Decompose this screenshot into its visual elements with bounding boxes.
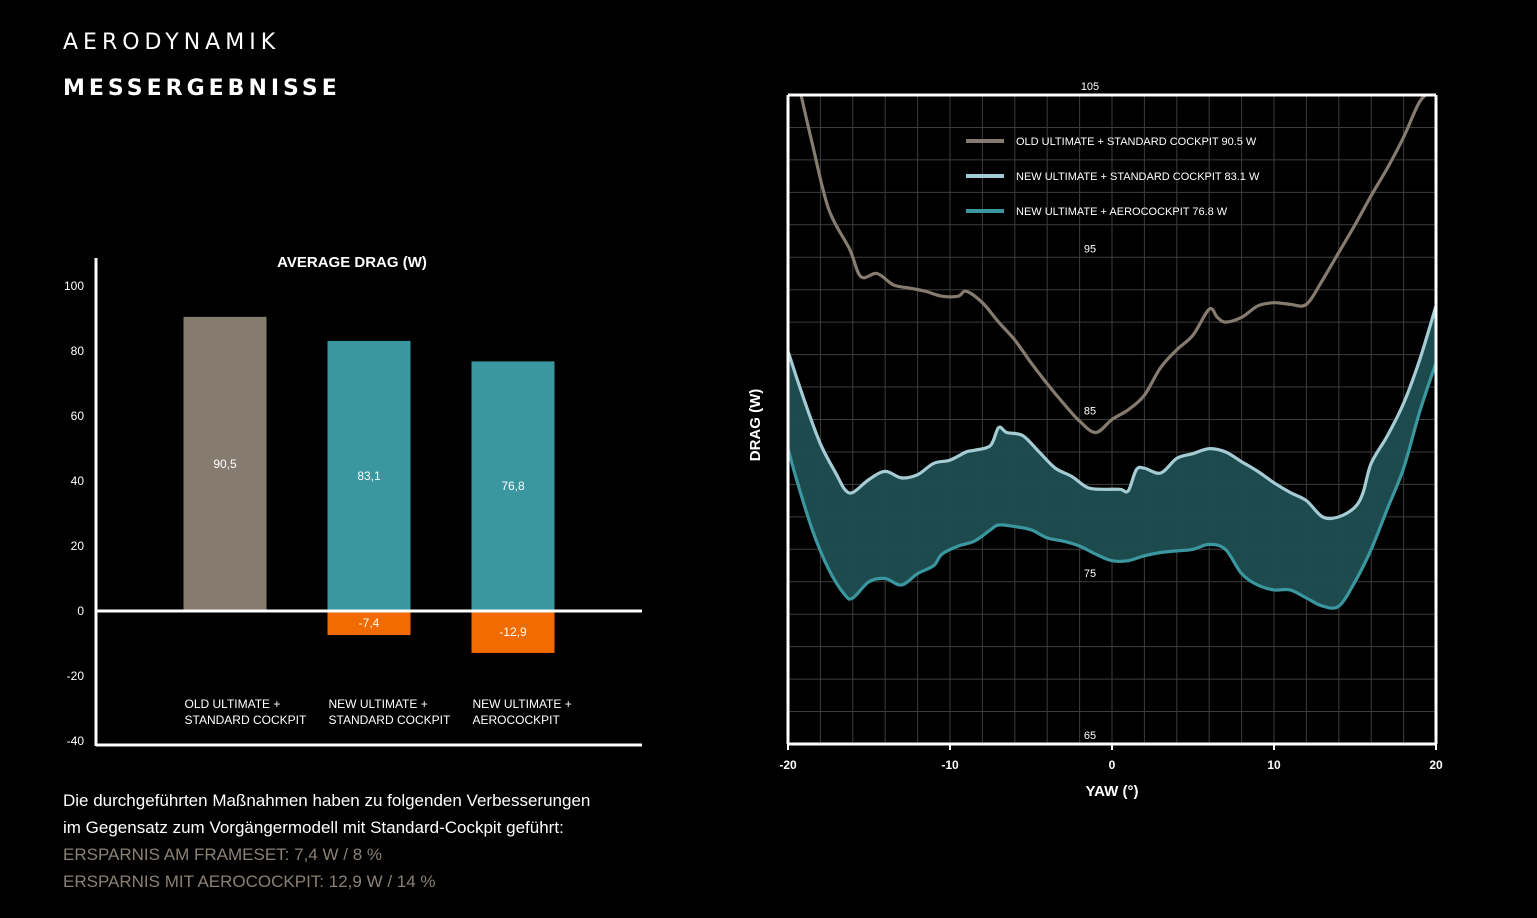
x-tick-label: 0 bbox=[1109, 758, 1116, 772]
saving-value-label: -7,4 bbox=[359, 616, 380, 630]
x-axis-title: YAW (°) bbox=[1086, 783, 1139, 800]
y-tick-label: -20 bbox=[67, 669, 85, 683]
series-line bbox=[788, 305, 1436, 521]
y-tick-label: 65 bbox=[1084, 730, 1096, 742]
y-tick-label: 40 bbox=[71, 474, 85, 488]
savings-band bbox=[788, 305, 1436, 609]
bar bbox=[183, 316, 267, 611]
y-tick-label: 85 bbox=[1084, 406, 1096, 418]
section-kicker: AERODYNAMIK bbox=[63, 30, 281, 55]
y-axis-title: DRAG (W) bbox=[747, 389, 764, 461]
y-tick-label: 20 bbox=[71, 539, 85, 553]
saving-frameset: ERSPARNIS AM FRAMESET: 7,4 W / 8 % bbox=[63, 845, 382, 864]
y-tick-label: 80 bbox=[71, 344, 85, 358]
x-tick-label: -10 bbox=[941, 758, 959, 772]
category-label: STANDARD COCKPIT bbox=[185, 713, 307, 727]
bar bbox=[471, 361, 555, 611]
bar-value-label: 90,5 bbox=[213, 457, 237, 471]
average-drag-bar-chart: AVERAGE DRAG (W) 100 80 60 40 20 0 -20 -40 90,5 OL… bbox=[64, 254, 642, 748]
bar-value-label: 76,8 bbox=[501, 479, 525, 493]
y-tick-label: 100 bbox=[64, 279, 84, 293]
saving-bar bbox=[471, 611, 555, 653]
category-label: AEROCOCKPIT bbox=[473, 713, 561, 727]
y-tick-label: 60 bbox=[71, 409, 85, 423]
legend-label: OLD ULTIMATE + STANDARD COCKPIT 90.5 W bbox=[1016, 136, 1257, 148]
saving-value-label: -12,9 bbox=[499, 625, 527, 639]
bar bbox=[327, 340, 411, 611]
y-tick-label: 95 bbox=[1084, 243, 1096, 255]
category-label: STANDARD COCKPIT bbox=[329, 713, 451, 727]
bar-value-label: 83,1 bbox=[357, 469, 381, 483]
bar-chart-title: AVERAGE DRAG (W) bbox=[277, 254, 427, 271]
saving-aerocockpit: ERSPARNIS MIT AEROCOCKPIT: 12,9 W / 14 % bbox=[63, 872, 436, 891]
x-tick-label: -20 bbox=[779, 758, 797, 772]
x-tick-label: 20 bbox=[1429, 758, 1443, 772]
series-line bbox=[799, 95, 1429, 435]
legend-label: NEW ULTIMATE + STANDARD COCKPIT 83.1 W bbox=[1016, 171, 1260, 183]
saving-bar bbox=[327, 611, 411, 636]
legend-label: NEW ULTIMATE + AEROCOCKPIT 76.8 W bbox=[1016, 206, 1228, 218]
summary-line-1: Die durchgeführten Maßnahmen haben zu fo… bbox=[63, 791, 591, 810]
y-tick-label: 105 bbox=[1081, 81, 1099, 93]
series-line bbox=[788, 362, 1436, 610]
category-label: NEW ULTIMATE + bbox=[473, 697, 572, 711]
page-title: MESSERGEBNISSE bbox=[63, 76, 341, 101]
y-tick-label: 0 bbox=[77, 604, 84, 618]
summary-text: Die durchgeführten Maßnahmen haben zu fo… bbox=[63, 787, 663, 895]
plot-area bbox=[788, 95, 1436, 610]
x-tick-label: 10 bbox=[1267, 758, 1281, 772]
category-label: NEW ULTIMATE + bbox=[329, 697, 428, 711]
y-tick-label: 75 bbox=[1084, 568, 1096, 580]
category-label: OLD ULTIMATE + bbox=[185, 697, 281, 711]
summary-line-2: im Gegensatz zum Vorgängermodell mit Sta… bbox=[63, 818, 564, 837]
y-tick-label: -40 bbox=[67, 734, 85, 748]
